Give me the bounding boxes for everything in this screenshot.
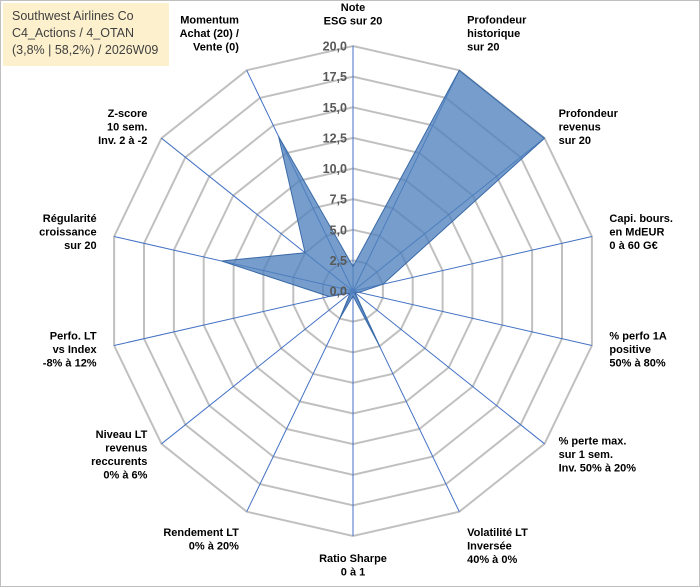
- axis-label: Régularité croissance sur 20: [39, 213, 96, 252]
- axis-label: Note ESG sur 20: [324, 2, 383, 28]
- tick-label: 17,5: [323, 70, 347, 84]
- axis-label: Profondeur revenus sur 20: [559, 108, 619, 147]
- axis-label: Perfo. LT vs Index -8% à 12%: [43, 330, 98, 369]
- axis-label: Profondeur historique sur 20: [467, 15, 527, 54]
- radar-tick-labels: 0,0 2,5 5,0 7,5 10,0 12,5 15,0 17,5 20,0: [323, 40, 347, 299]
- chart-title-category: C4_Actions / 4_OTAN: [12, 26, 135, 40]
- tick-label: 12,5: [323, 131, 347, 145]
- axis-label: Z-score 10 sem. Inv. 2 à -2: [98, 108, 147, 147]
- radar-series: [221, 69, 545, 347]
- axis-label: Rendement LT 0% à 20%: [163, 527, 239, 553]
- tick-label: 5,0: [330, 223, 347, 237]
- axis-spoke: [352, 290, 545, 445]
- tick-label: 0,0: [330, 285, 347, 299]
- axis-label: Niveau LT revenus reccurents 0% à 6%: [91, 429, 148, 482]
- axis-spoke: [246, 290, 354, 512]
- chart-title-company: Southwest Airlines Co: [12, 9, 134, 23]
- axis-label: % perfo 1A positive 50% à 80%: [609, 330, 667, 369]
- tick-label: 2,5: [330, 254, 347, 268]
- axis-label: % perte max. sur 1 sem. Inv. 50% à 20%: [559, 436, 637, 475]
- axis-spoke: [352, 236, 593, 292]
- axis-label: Momentum Achat (20) / Vente (0): [180, 15, 240, 54]
- axis-spoke: [113, 290, 354, 346]
- chart-title-box: Southwest Airlines Co C4_Actions / 4_OTA…: [3, 3, 169, 66]
- radar-axis-labels: Note ESG sur 20 Profondeur historique sur 20…: [39, 2, 673, 579]
- axis-label: Volatilité LT Inversée 40% à 0%: [467, 527, 528, 566]
- axis-label: Ratio Sharpe 0 à 1: [319, 553, 387, 579]
- axis-spoke: [161, 290, 354, 445]
- tick-label: 20,0: [323, 40, 347, 54]
- axis-label: Capi. bours. en MdEUR 0 à 60 G€: [609, 213, 673, 252]
- tick-label: 15,0: [323, 101, 347, 115]
- tick-label: 10,0: [323, 162, 347, 176]
- tick-label: 7,5: [330, 193, 347, 207]
- series-area: [221, 69, 545, 347]
- axis-spoke: [352, 290, 593, 346]
- chart-title-stats: (3,8% | 58,2%) / 2026W09: [12, 43, 159, 57]
